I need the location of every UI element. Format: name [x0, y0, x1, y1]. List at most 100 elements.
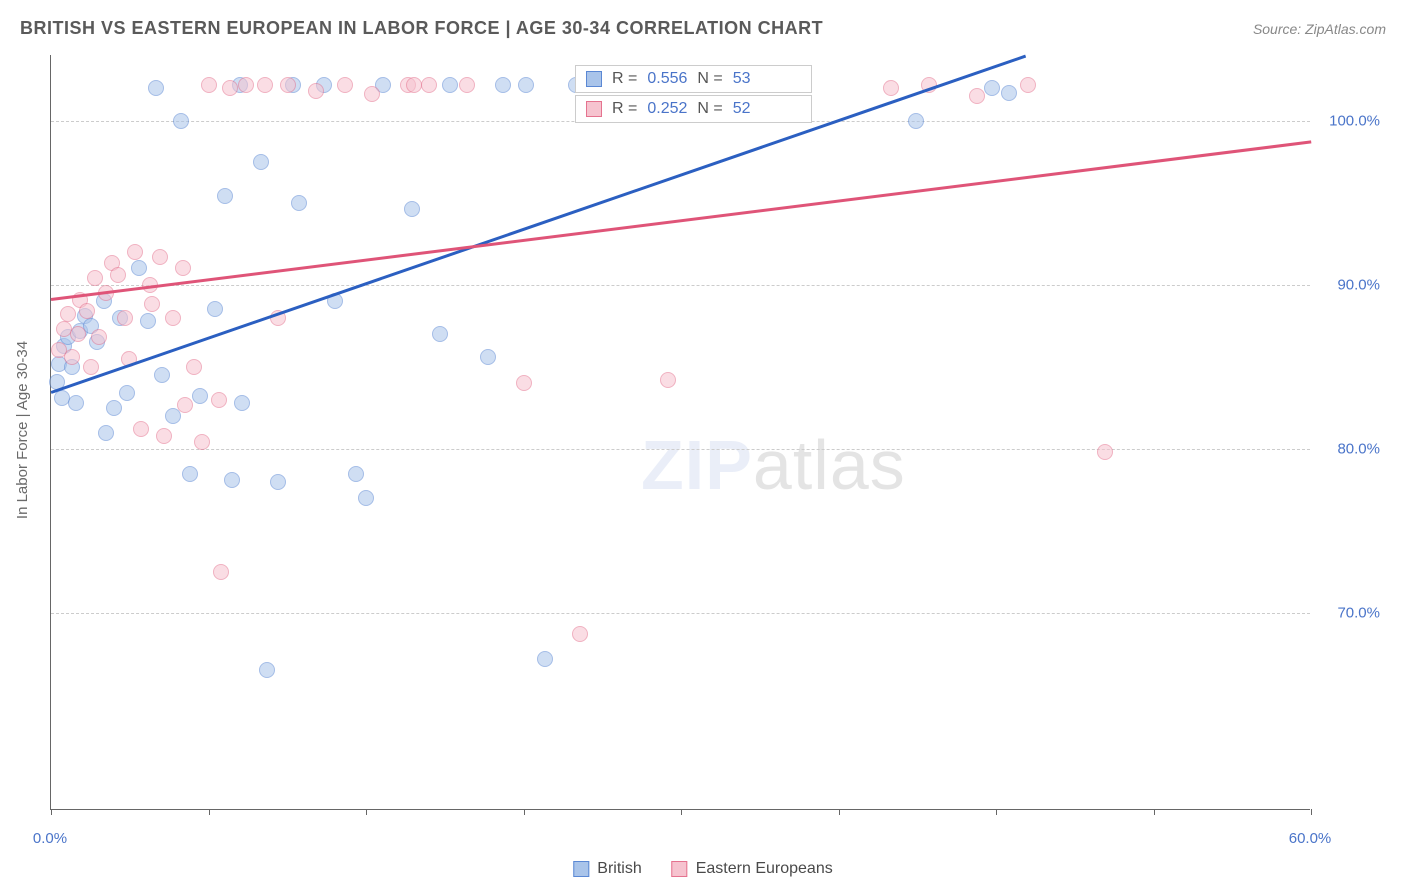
y-tick-label: 70.0%	[1320, 605, 1380, 622]
scatter-point	[211, 392, 227, 408]
stat-r-label: R =	[612, 70, 637, 88]
watermark-atlas: atlas	[753, 426, 906, 504]
legend-swatch-british	[573, 861, 589, 877]
scatter-point	[222, 80, 238, 96]
source-label: Source: ZipAtlas.com	[1253, 21, 1386, 37]
scatter-point	[421, 77, 437, 93]
x-tick-label-left: 0.0%	[33, 830, 67, 847]
scatter-point	[984, 80, 1000, 96]
x-tick-label-right: 60.0%	[1289, 830, 1332, 847]
scatter-point	[152, 249, 168, 265]
scatter-point	[883, 80, 899, 96]
scatter-point	[516, 375, 532, 391]
trend-line	[51, 55, 1027, 394]
scatter-point	[110, 267, 126, 283]
scatter-point	[156, 428, 172, 444]
scatter-point	[224, 472, 240, 488]
scatter-point	[98, 425, 114, 441]
correlation-stat-box: R =0.556N =53	[575, 65, 812, 93]
scatter-point	[177, 397, 193, 413]
x-tick	[1154, 809, 1155, 815]
scatter-point	[238, 77, 254, 93]
legend-swatch-eastern	[672, 861, 688, 877]
stat-swatch	[586, 71, 602, 87]
scatter-point	[165, 408, 181, 424]
scatter-point	[56, 321, 72, 337]
scatter-point	[87, 270, 103, 286]
scatter-point	[1097, 444, 1113, 460]
scatter-point	[459, 77, 475, 93]
y-tick-label: 100.0%	[1320, 112, 1380, 129]
scatter-point	[192, 388, 208, 404]
x-tick	[839, 809, 840, 815]
stat-n-value: 53	[733, 70, 751, 88]
gridline-h	[51, 285, 1310, 286]
scatter-point	[572, 626, 588, 642]
scatter-point	[257, 77, 273, 93]
trend-line	[51, 140, 1311, 300]
x-tick	[51, 809, 52, 815]
scatter-point	[1020, 77, 1036, 93]
y-tick-label: 80.0%	[1320, 440, 1380, 457]
scatter-point	[406, 77, 422, 93]
scatter-point	[148, 80, 164, 96]
gridline-h	[51, 613, 1310, 614]
scatter-point	[207, 301, 223, 317]
scatter-point	[173, 113, 189, 129]
scatter-point	[154, 367, 170, 383]
scatter-point	[140, 313, 156, 329]
x-tick	[681, 809, 682, 815]
watermark: ZIPatlas	[641, 425, 906, 505]
x-tick	[524, 809, 525, 815]
scatter-point	[358, 490, 374, 506]
scatter-point	[186, 359, 202, 375]
scatter-point	[144, 296, 160, 312]
scatter-point	[908, 113, 924, 129]
scatter-point	[404, 201, 420, 217]
scatter-point	[270, 474, 286, 490]
scatter-point	[213, 564, 229, 580]
scatter-point	[119, 385, 135, 401]
scatter-point	[70, 326, 86, 342]
x-tick	[366, 809, 367, 815]
scatter-point	[518, 77, 534, 93]
stat-n-label: N =	[697, 70, 722, 88]
scatter-point	[79, 303, 95, 319]
scatter-point	[64, 349, 80, 365]
scatter-point	[54, 390, 70, 406]
legend-item-eastern: Eastern Europeans	[672, 860, 833, 878]
bottom-legend: British Eastern Europeans	[573, 860, 832, 878]
scatter-point	[364, 86, 380, 102]
scatter-point	[201, 77, 217, 93]
stat-r-label: R =	[612, 100, 637, 118]
chart-title: BRITISH VS EASTERN EUROPEAN IN LABOR FOR…	[20, 18, 823, 39]
stat-n-value: 52	[733, 100, 751, 118]
scatter-point	[60, 306, 76, 322]
scatter-point	[133, 421, 149, 437]
header-row: BRITISH VS EASTERN EUROPEAN IN LABOR FOR…	[20, 18, 1386, 39]
scatter-point	[348, 466, 364, 482]
scatter-plot-area: ZIPatlas 70.0%80.0%90.0%100.0%	[50, 55, 1310, 810]
scatter-point	[969, 88, 985, 104]
scatter-point	[442, 77, 458, 93]
scatter-point	[259, 662, 275, 678]
scatter-point	[1001, 85, 1017, 101]
y-axis-label: In Labor Force | Age 30-34	[14, 341, 31, 519]
scatter-point	[308, 83, 324, 99]
stat-swatch	[586, 101, 602, 117]
scatter-point	[117, 310, 133, 326]
watermark-zip: ZIP	[641, 426, 753, 504]
y-tick-label: 90.0%	[1320, 276, 1380, 293]
x-tick	[996, 809, 997, 815]
gridline-h	[51, 449, 1310, 450]
x-tick	[1311, 809, 1312, 815]
scatter-point	[537, 651, 553, 667]
scatter-point	[480, 349, 496, 365]
scatter-point	[127, 244, 143, 260]
x-tick	[209, 809, 210, 815]
scatter-point	[234, 395, 250, 411]
legend-label-eastern: Eastern Europeans	[696, 860, 833, 878]
scatter-point	[83, 359, 99, 375]
scatter-point	[165, 310, 181, 326]
stat-r-value: 0.252	[647, 100, 687, 118]
